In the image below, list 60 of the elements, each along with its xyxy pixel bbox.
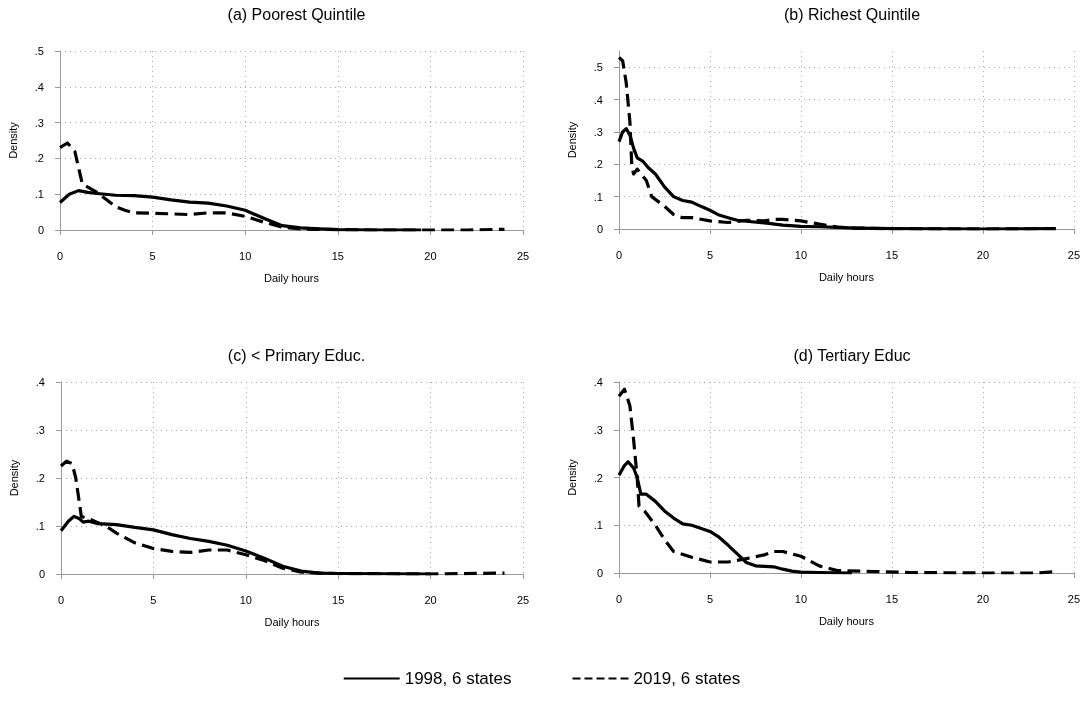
- y-tick-label: .2: [593, 471, 603, 484]
- legend-label: 2019, 6 states: [633, 669, 741, 688]
- y-tick-label: 0: [596, 223, 603, 235]
- x-tick-label: 5: [706, 592, 714, 605]
- x-tick-label: 15: [885, 248, 899, 261]
- x-tick-label: 5: [150, 593, 157, 606]
- y-axis-title: Density: [565, 458, 578, 496]
- x-tick-label: 20: [976, 592, 990, 605]
- x-tick-label: 15: [885, 592, 899, 605]
- y-tick-label: .2: [35, 472, 45, 484]
- y-tick-label: .5: [34, 45, 44, 57]
- x-tick-label: 10: [239, 249, 252, 262]
- y-tick-label: .4: [593, 93, 603, 106]
- y-tick-label: 0: [38, 568, 45, 580]
- y-tick-label: .1: [593, 190, 603, 203]
- x-tick-label: 10: [794, 592, 808, 605]
- x-tick-label: 20: [424, 249, 437, 262]
- x-tick-label: 15: [331, 249, 344, 262]
- x-axis-title: Daily hours: [263, 271, 320, 284]
- x-tick-label: 10: [239, 593, 252, 606]
- y-tick-label: .5: [593, 61, 603, 74]
- chart-title: (d) Tertiary Educ: [793, 346, 911, 364]
- x-axis-title: Daily hours: [818, 270, 875, 283]
- x-axis-title: Daily hours: [818, 614, 875, 627]
- x-axis-title: Daily hours: [264, 615, 321, 628]
- y-tick-label: .4: [35, 376, 45, 388]
- y-axis-title: Density: [565, 121, 578, 159]
- x-tick-label: 15: [332, 593, 345, 606]
- x-tick-label: 25: [516, 593, 530, 606]
- y-tick-label: .3: [593, 423, 603, 436]
- x-tick-label: 10: [794, 248, 808, 261]
- x-tick-label: 0: [56, 249, 64, 262]
- x-tick-label: 5: [149, 249, 156, 262]
- y-tick-label: 0: [37, 224, 44, 236]
- y-tick-label: 0: [596, 567, 603, 579]
- legend-label: 1998, 6 states: [404, 669, 512, 688]
- x-tick-label: 5: [706, 248, 714, 261]
- x-tick-label: 0: [57, 593, 65, 606]
- y-tick-label: .2: [34, 152, 44, 165]
- x-tick-label: 25: [1067, 248, 1081, 261]
- y-tick-label: .1: [34, 188, 44, 201]
- y-tick-label: .4: [34, 80, 44, 93]
- x-tick-label: 0: [615, 592, 623, 605]
- y-tick-label: .1: [593, 519, 603, 532]
- chart-title: (b) Richest Quintile: [783, 5, 921, 23]
- y-tick-label: .2: [593, 158, 603, 171]
- y-tick-label: .3: [34, 116, 44, 129]
- y-tick-label: .1: [35, 520, 45, 532]
- x-tick-label: 0: [615, 248, 623, 261]
- y-axis-title: Density: [6, 121, 19, 159]
- y-tick-label: .3: [35, 424, 45, 436]
- y-tick-label: .3: [593, 125, 603, 138]
- y-tick-label: .4: [593, 376, 603, 388]
- x-tick-label: 20: [976, 248, 990, 261]
- chart-title: (c) < Primary Educ.: [227, 346, 366, 364]
- x-tick-label: 25: [1067, 592, 1081, 605]
- x-tick-label: 20: [424, 593, 437, 606]
- y-axis-title: Density: [7, 459, 20, 497]
- chart-title: (a) Poorest Quintile: [227, 5, 366, 23]
- x-tick-label: 25: [516, 249, 530, 262]
